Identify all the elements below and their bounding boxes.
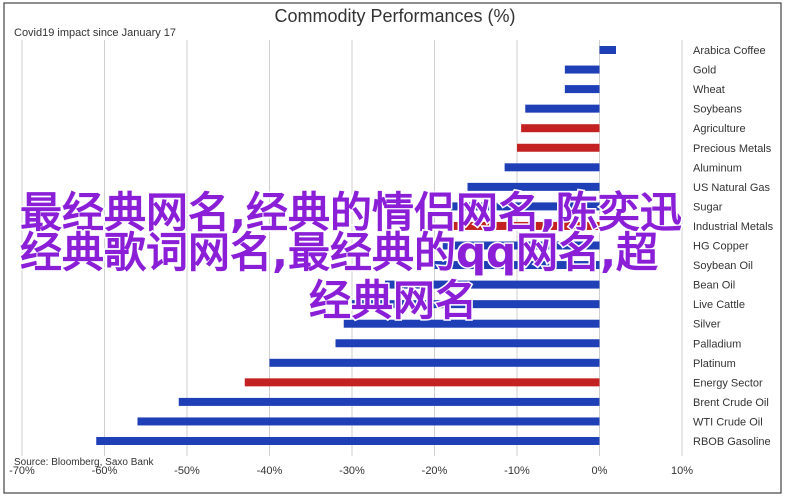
category-label: Soybeans [693,104,742,116]
bar [517,143,600,152]
category-labels: Arabica Coffee Gold Wheat Soybeans Agricultu… [693,45,774,448]
bar [467,182,600,191]
x-tick-label: -50% [174,465,200,477]
bar [599,46,616,54]
category-label: Wheat [693,84,725,96]
bar [244,378,600,387]
category-label: Live Cattle [693,299,745,311]
bar [564,65,600,74]
bar [269,358,600,367]
category-label: Gold [693,65,716,77]
bar [343,319,600,328]
x-tick-label: -40% [257,465,283,477]
category-label: Aluminum [693,162,742,174]
x-tick-label: -10% [504,465,530,477]
x-tick-label: 10% [671,465,693,477]
bar [504,163,600,172]
bar [352,300,600,309]
x-tick-label: -30% [339,465,365,477]
category-label: Agriculture [693,123,746,135]
category-label: Arabica Coffee [693,45,766,57]
bar [96,437,600,445]
category-label: US Natural Gas [693,182,771,194]
category-label: Precious Metals [693,143,772,155]
category-label: Soybean Oil [693,260,753,272]
bar [178,397,600,406]
chart-frame [3,2,782,494]
bar [434,261,600,270]
category-label: Bean Oil [693,280,735,292]
bar [564,85,600,94]
x-tick-label: -20% [422,465,448,477]
category-label: Sugar [693,201,723,213]
category-label: Energy Sector [693,377,763,389]
bar [385,280,600,289]
x-axis-ticks: -70% -60% -50% -40% -30% -20% -10% 0% 10% [9,465,693,477]
category-label: HG Copper [693,241,749,253]
bar [525,104,600,113]
bar [521,124,600,133]
chart-source: Source: Bloomberg, Saxo Bank [14,457,155,468]
category-label: WTI Crude Oil [693,416,763,428]
category-label: Palladium [693,338,741,350]
chart-subtitle: Covid19 impact since January 17 [14,27,176,39]
bar [446,221,600,230]
bar [442,241,600,250]
category-label: Industrial Metals [693,221,774,233]
bar [451,202,600,211]
bar [137,417,600,426]
x-tick-label: 0% [592,465,608,477]
x-tick-label: -70% [9,465,35,477]
grid-layer [21,40,683,456]
category-label: Brent Crude Oil [693,397,769,409]
chart-title: Commodity Performances (%) [274,6,515,26]
category-label: Silver [693,319,721,331]
bar-layer [96,46,616,445]
bar [335,339,600,348]
x-tick-label: -60% [92,465,118,477]
category-label: RBOB Gasoline [693,436,771,448]
category-label: Platinum [693,358,736,370]
